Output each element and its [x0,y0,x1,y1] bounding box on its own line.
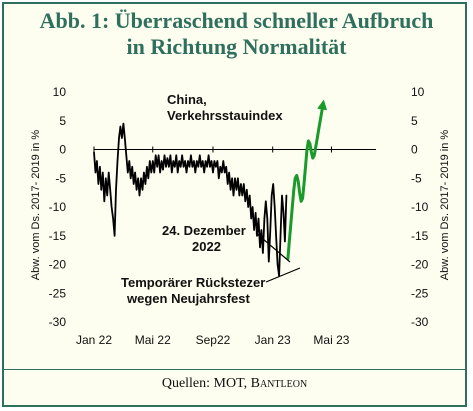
chart-title: Abb. 1: Überraschend schneller Aufbruch … [4,8,469,60]
y-tick-label-left: 10 [53,85,67,99]
footer-separator [2,369,467,370]
setback-label-line-2: wegen Neujahrsfest [126,291,250,306]
chart-frame: Abb. 1: Überraschend schneller Aufbruch … [2,2,467,407]
y-tick-label-left: -5 [55,171,66,185]
y-tick-label-right: 10 [411,85,425,99]
y-axis-label-right: Abw. vom Ds. 2017- 2019 in % [439,130,451,281]
y-tick-label-left: -15 [49,229,67,243]
title-line-2: in Richtung Normalität [126,34,347,59]
y-tick-label-right: -5 [411,171,422,185]
y-tick-label-right: -10 [411,200,429,214]
source-prefix: Quellen: MOT, [161,376,251,391]
series-label-line-2: Verkehrsstauindex [167,108,283,123]
setback-arrow-line [265,267,301,283]
dec-arrow-line [255,232,291,263]
forecast-arrowhead [317,99,328,111]
dec-label-line-2: 2022 [192,239,221,254]
y-tick-label-right: 5 [411,114,418,128]
dec-label-line-1: 24. Dezember [162,223,246,238]
x-tick-label: Jan 22 [76,333,112,347]
source-brand: Bantleon [250,376,308,391]
line-chart: 10 10 5 5 0 0 -5 -5 -10 -10 -15 -15 -20 -20 -25 -25 -30 -… [30,85,451,347]
axes: 10 10 5 5 0 0 -5 -5 -10 -10 -15 -15 -20 -20 -25 -25 -30 -… [30,85,451,347]
x-tick-label: Mai 23 [313,333,349,347]
y-tick-label-right: 0 [411,143,418,157]
series-label-line-1: China, [167,92,207,107]
x-tick-label: Mai 22 [135,333,171,347]
x-tick-label: Sep22 [196,333,231,347]
y-tick-label-right: -30 [411,315,429,329]
source-note: Quellen: MOT, Bantleon [0,376,469,392]
y-tick-label-left: -30 [49,315,67,329]
chart-marks [93,99,328,277]
y-tick-label-right: -15 [411,229,429,243]
y-axis-label-left: Abw. vom Ds. 2017- 2019 in % [30,130,42,281]
title-line-1: Abb. 1: Überraschend schneller Aufbruch [39,8,434,33]
y-tick-label-left: 0 [59,143,66,157]
y-tick-label-right: -20 [411,258,429,272]
traffic-index-series-line [93,122,288,277]
forecast-series-line [286,102,325,261]
y-tick-label-right: -25 [411,286,429,300]
setback-label-line-1: Temporärer Rückstezer [121,275,265,290]
y-tick-label-left: -25 [49,286,67,300]
y-tick-label-left: -20 [49,258,67,272]
x-tick-label: Jan 23 [255,333,291,347]
y-tick-label-left: -10 [49,200,67,214]
y-tick-label-left: 5 [59,114,66,128]
